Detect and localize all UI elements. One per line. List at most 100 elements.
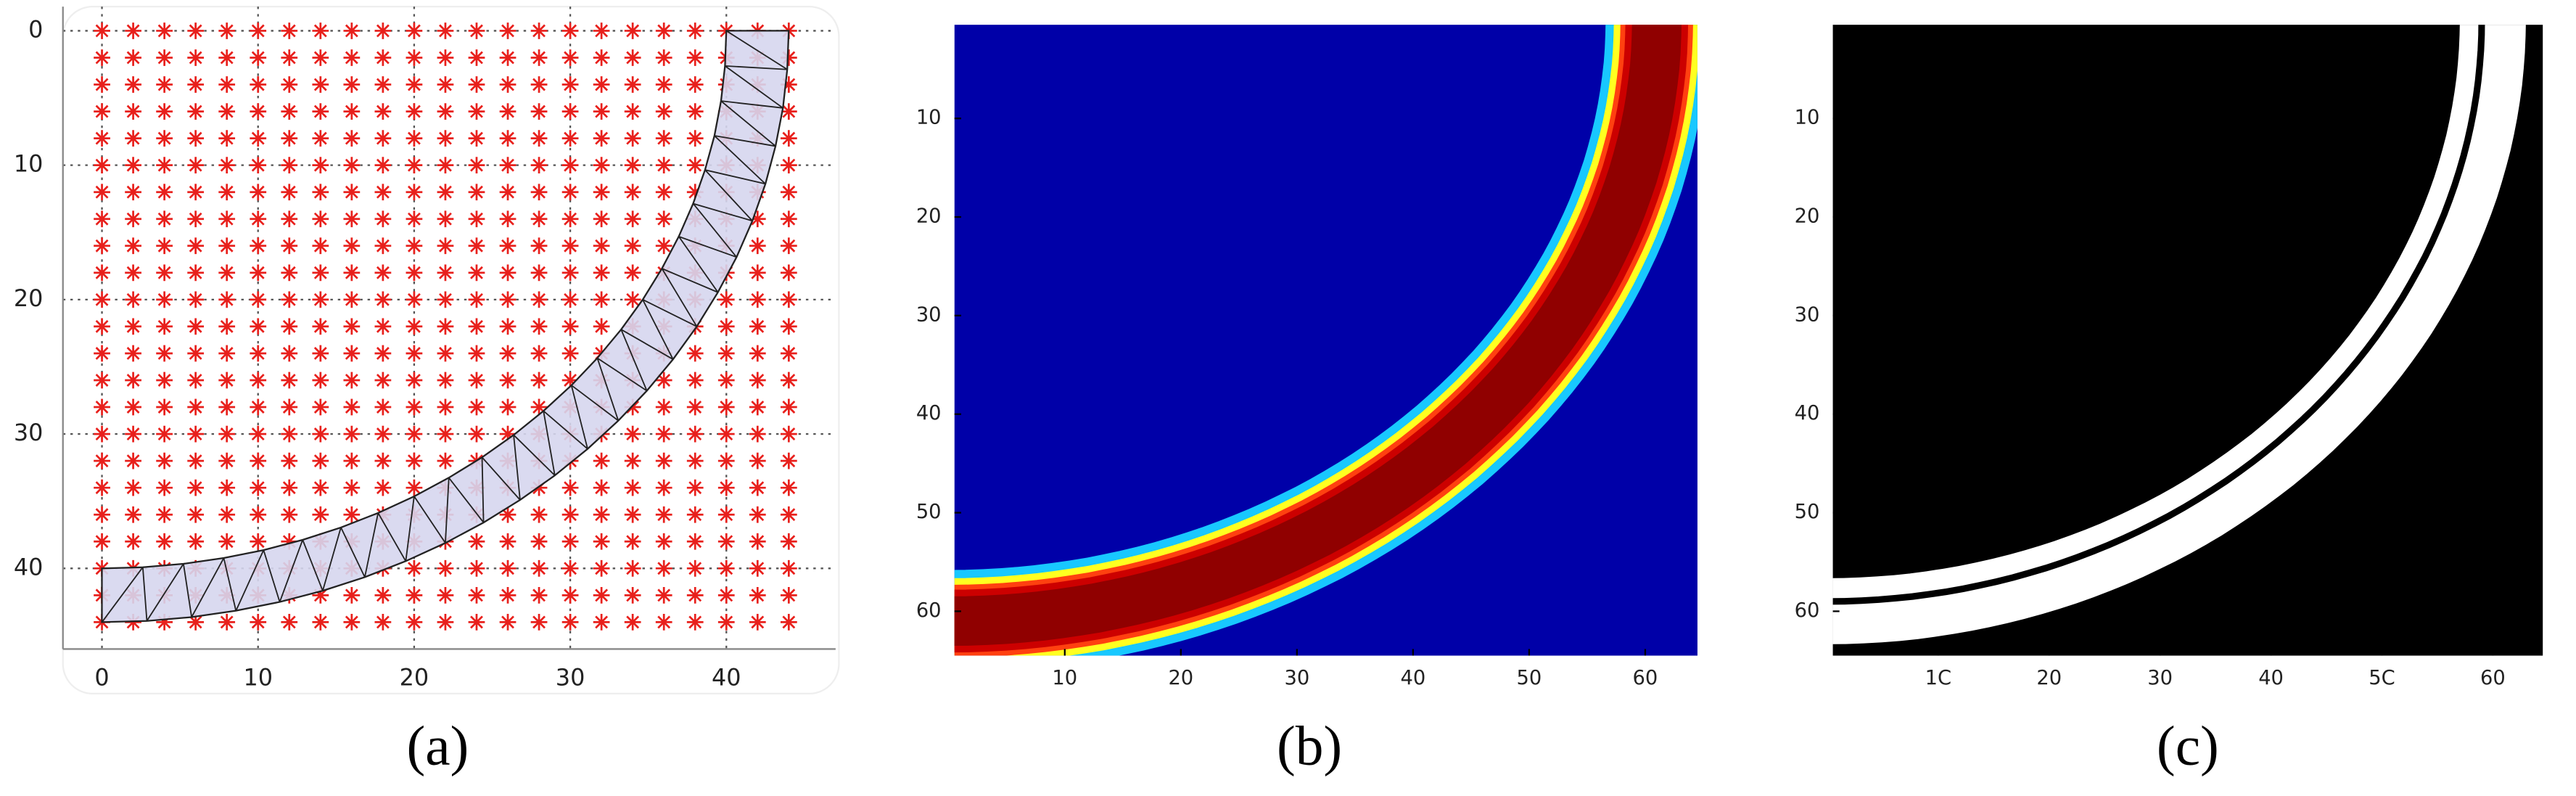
- marker: [655, 157, 672, 174]
- marker: [343, 130, 361, 147]
- marker: [749, 237, 766, 255]
- marker: [250, 614, 267, 631]
- marker: [406, 210, 423, 228]
- marker: [343, 22, 361, 39]
- marker: [499, 103, 517, 120]
- marker: [717, 345, 735, 362]
- marker: [156, 49, 173, 66]
- marker: [561, 157, 579, 174]
- x-tick-label: 60: [2480, 667, 2506, 689]
- marker: [499, 210, 517, 228]
- marker: [125, 425, 141, 443]
- marker: [468, 586, 485, 604]
- x-tick-label: 20: [400, 663, 429, 691]
- marker: [717, 614, 735, 631]
- y-tick-label: 10: [1795, 107, 1820, 129]
- marker: [717, 533, 735, 550]
- marker: [250, 237, 267, 255]
- marker: [187, 103, 205, 120]
- marker: [218, 452, 236, 469]
- marker: [406, 264, 423, 282]
- marker: [406, 479, 423, 496]
- marker: [218, 614, 236, 631]
- marker: [593, 210, 610, 228]
- marker: [561, 49, 579, 66]
- marker: [312, 210, 329, 228]
- marker: [156, 318, 173, 335]
- marker: [686, 130, 704, 147]
- marker: [343, 76, 361, 93]
- marker: [281, 22, 298, 39]
- marker: [94, 49, 110, 66]
- marker: [125, 614, 141, 631]
- marker: [218, 345, 236, 362]
- marker: [125, 291, 141, 308]
- marker: [780, 533, 797, 550]
- marker: [468, 22, 485, 39]
- marker: [406, 559, 423, 577]
- marker: [686, 184, 704, 201]
- marker: [686, 425, 704, 443]
- marker: [125, 452, 141, 469]
- marker: [374, 479, 392, 496]
- marker: [655, 559, 672, 577]
- marker: [468, 237, 485, 255]
- marker: [780, 318, 797, 335]
- marker: [593, 586, 610, 604]
- marker: [312, 586, 329, 604]
- marker: [561, 264, 579, 282]
- marker: [218, 157, 236, 174]
- marker: [749, 398, 766, 416]
- marker: [281, 184, 298, 201]
- marker: [406, 452, 423, 469]
- marker: [94, 425, 110, 443]
- marker: [187, 372, 205, 389]
- marker: [156, 264, 173, 282]
- marker: [281, 49, 298, 66]
- marker: [780, 103, 797, 120]
- marker: [94, 345, 110, 362]
- marker: [125, 210, 141, 228]
- marker: [437, 264, 454, 282]
- marker: [343, 210, 361, 228]
- marker: [593, 237, 610, 255]
- marker: [530, 264, 548, 282]
- marker: [156, 614, 173, 631]
- marker: [624, 425, 641, 443]
- marker: [437, 372, 454, 389]
- marker: [187, 425, 205, 443]
- marker: [281, 533, 298, 550]
- marker: [749, 614, 766, 631]
- marker: [218, 237, 236, 255]
- marker: [780, 237, 797, 255]
- marker: [343, 157, 361, 174]
- marker: [530, 291, 548, 308]
- marker: [530, 479, 548, 496]
- marker: [250, 479, 267, 496]
- marker: [156, 184, 173, 201]
- marker: [624, 452, 641, 469]
- x-tick-label: 30: [2147, 667, 2173, 689]
- marker: [156, 76, 173, 93]
- marker: [437, 76, 454, 93]
- marker: [561, 76, 579, 93]
- marker: [655, 103, 672, 120]
- marker: [686, 22, 704, 39]
- marker: [530, 157, 548, 174]
- marker: [499, 559, 517, 577]
- marker: [530, 372, 548, 389]
- marker: [561, 210, 579, 228]
- marker: [749, 372, 766, 389]
- marker: [374, 586, 392, 604]
- marker: [593, 614, 610, 631]
- marker: [250, 452, 267, 469]
- marker: [187, 345, 205, 362]
- marker: [780, 559, 797, 577]
- marker: [374, 210, 392, 228]
- marker: [749, 559, 766, 577]
- marker: [624, 76, 641, 93]
- marker: [530, 345, 548, 362]
- marker: [94, 479, 110, 496]
- marker: [125, 184, 141, 201]
- marker: [187, 533, 205, 550]
